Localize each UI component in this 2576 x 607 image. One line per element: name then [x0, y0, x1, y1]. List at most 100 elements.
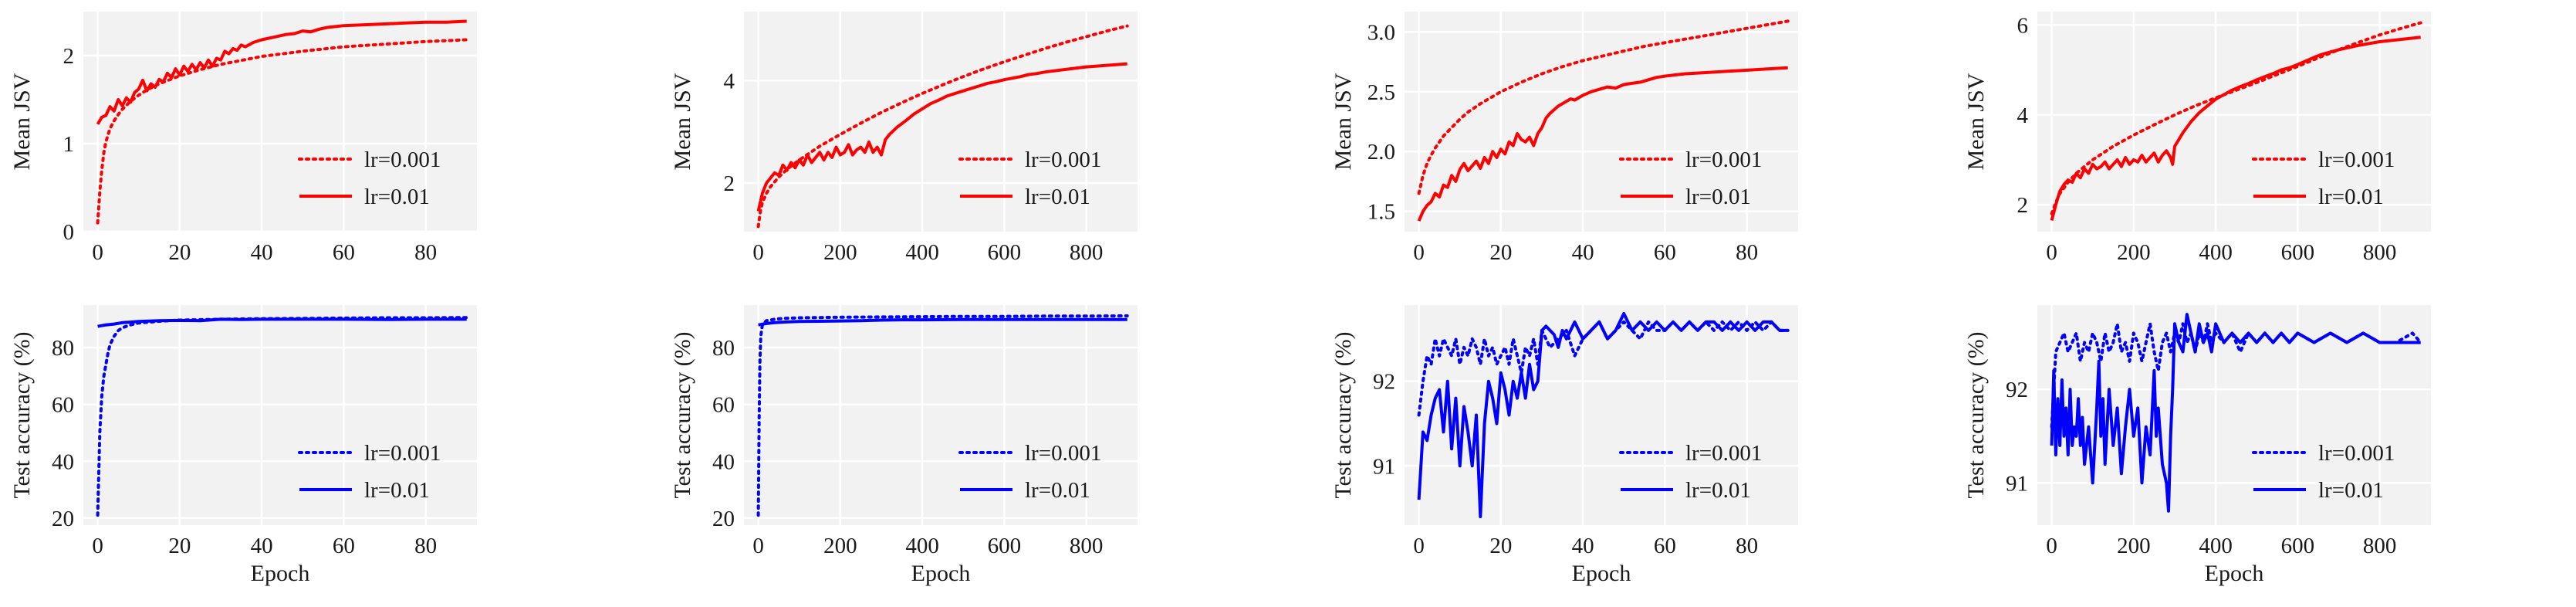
x-tick-label: 0: [1413, 240, 1425, 265]
x-tick-label: 40: [251, 240, 273, 265]
legend-label: lr=0.001: [364, 148, 441, 172]
legend-label: lr=0.01: [1685, 185, 1751, 209]
legend-label: lr=0.001: [2318, 148, 2395, 172]
y-axis-label: Test accuracy (%): [1963, 331, 1989, 498]
x-tick-label: 20: [1489, 534, 1512, 558]
x-tick-label: 0: [752, 240, 764, 265]
x-axis-label: Epoch: [911, 561, 971, 586]
x-tick-label: 600: [2281, 240, 2315, 265]
y-tick-label: 80: [52, 336, 74, 361]
y-axis-label: Mean JSV: [1963, 73, 1989, 170]
x-tick-label: 0: [1413, 534, 1425, 558]
y-tick-label: 4: [2017, 103, 2029, 128]
series-line-lr-0-01: [2050, 36, 2421, 222]
legend-label: lr=0.001: [2318, 441, 2395, 466]
series-line-lr-0-01: [756, 62, 1127, 212]
x-axis-label: Epoch: [2205, 561, 2264, 586]
x-tick-label: 80: [1736, 240, 1758, 265]
x-tick-label: 200: [2117, 240, 2151, 265]
x-tick-label: 60: [1654, 534, 1676, 558]
legend-label: lr=0.01: [1685, 478, 1751, 503]
x-tick-label: 0: [92, 534, 103, 558]
x-tick-label: 80: [1736, 534, 1758, 558]
plot-area: [744, 12, 1138, 232]
plot-area: [1405, 305, 1798, 525]
series-line-lr-0-001: [1417, 19, 1790, 195]
subplot-1: 0 20 40 60 80 0 1 2 Mean JSV lr=0.001 lr=0.01: [9, 12, 477, 265]
y-tick-label: 1: [63, 132, 75, 157]
legend-label: lr=0.001: [1025, 148, 1101, 172]
y-tick-label: 2: [724, 171, 735, 196]
y-tick-label: 60: [712, 393, 735, 418]
y-tick-label: 92: [1373, 370, 1395, 395]
x-tick-label: 600: [2281, 534, 2315, 558]
series-line-lr-0-01: [96, 19, 467, 125]
subplot-6: 0 200 400 600 800 20 40 60 80 Test accuracy (%) Ep…: [670, 305, 1138, 586]
series-line-lr-0-001: [756, 24, 1129, 229]
y-tick-label: 60: [52, 393, 74, 418]
legend-label: lr=0.001: [1685, 441, 1762, 466]
x-axis-label: Epoch: [251, 561, 310, 586]
legend-label: lr=0.001: [364, 441, 441, 466]
y-tick-label: 92: [2006, 378, 2028, 402]
plot-area: [2037, 12, 2431, 232]
series-line-lr-0-01: [1417, 66, 1788, 222]
x-tick-label: 0: [2046, 534, 2057, 558]
subplot-2: 0 200 400 600 800 2 4 Mean JSV lr=0.001 lr=0.01: [670, 12, 1138, 265]
x-tick-label: 40: [1572, 534, 1594, 558]
legend-label: lr=0.001: [1025, 441, 1101, 466]
x-tick-label: 40: [1572, 240, 1594, 265]
x-tick-label: 400: [905, 240, 939, 265]
legend-label: lr=0.01: [364, 478, 430, 503]
y-tick-label: 1.5: [1367, 200, 1395, 225]
x-tick-label: 0: [752, 534, 764, 558]
plot-area: [83, 305, 477, 525]
x-tick-label: 200: [823, 534, 857, 558]
legend-label: lr=0.01: [2318, 185, 2384, 209]
y-tick-label: 2: [63, 44, 75, 69]
series-line-lr-0-01: [2050, 313, 2421, 513]
y-axis-label: Test accuracy (%): [9, 331, 35, 498]
x-tick-label: 20: [168, 240, 191, 265]
x-tick-label: 0: [92, 240, 103, 265]
y-axis-label: Test accuracy (%): [670, 331, 695, 498]
y-axis-label: Test accuracy (%): [1330, 331, 1356, 498]
x-tick-label: 400: [2199, 534, 2233, 558]
x-tick-label: 80: [414, 240, 437, 265]
series-line-lr-0-001: [756, 314, 1129, 517]
x-tick-label: 20: [1489, 240, 1512, 265]
x-axis-label: Epoch: [1572, 561, 1631, 586]
x-tick-label: 60: [1654, 240, 1676, 265]
y-tick-label: 2: [2017, 193, 2029, 218]
plot-area: [83, 12, 477, 232]
x-tick-label: 60: [333, 534, 355, 558]
subplot-3: 0 20 40 60 80 1.5 2.0 2.5 3.0 Mean JSV lr=0.001 lr=…: [1330, 12, 1798, 265]
series-line-lr-0-01: [758, 317, 1127, 327]
x-tick-label: 200: [823, 240, 857, 265]
y-tick-label: 80: [712, 336, 735, 361]
y-tick-label: 0: [63, 220, 75, 245]
y-tick-label: 2.0: [1367, 140, 1395, 164]
series-line-lr-0-001: [96, 38, 468, 225]
y-axis-label: Mean JSV: [9, 73, 35, 170]
x-tick-label: 40: [251, 534, 273, 558]
x-tick-label: 600: [988, 534, 1022, 558]
x-tick-label: 600: [988, 240, 1022, 265]
y-tick-label: 91: [2006, 471, 2028, 496]
series-line-lr-0-01: [1417, 312, 1788, 518]
x-tick-label: 800: [1070, 534, 1104, 558]
legend-label: lr=0.01: [1025, 185, 1090, 209]
legend-label: lr=0.01: [364, 185, 430, 209]
x-tick-label: 800: [2363, 534, 2397, 558]
subplot-5: 0 20 40 60 80 20 40 60 80 Test accuracy (%) Epoch l…: [9, 305, 477, 586]
plot-area: [1405, 12, 1798, 232]
y-tick-label: 4: [724, 69, 735, 93]
y-tick-label: 6: [2017, 13, 2029, 38]
series-line-lr-0-01: [97, 317, 467, 328]
series-line-lr-0-001: [96, 316, 468, 517]
subplot-4: 0 200 400 600 800 2 4 6 Mean JSV lr=0.001 lr=0.01: [1963, 12, 2431, 265]
x-tick-label: 80: [414, 534, 437, 558]
x-tick-label: 400: [2199, 240, 2233, 265]
y-tick-label: 2.5: [1367, 80, 1395, 105]
